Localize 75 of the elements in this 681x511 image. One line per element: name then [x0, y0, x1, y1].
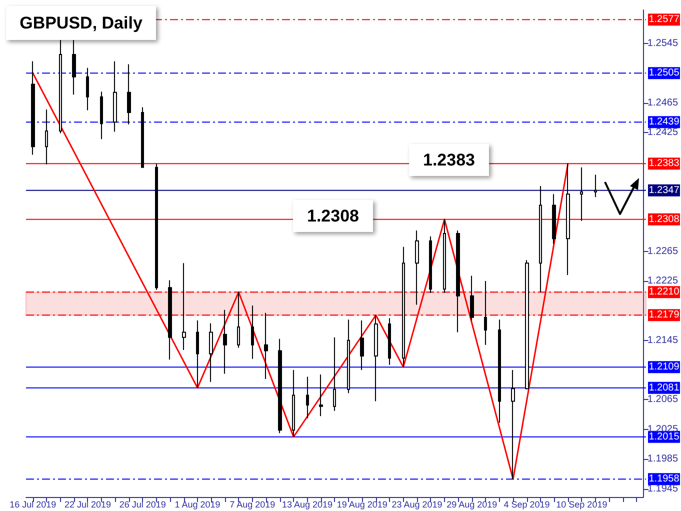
- candlestick: [470, 275, 474, 321]
- candlestick: [484, 280, 487, 346]
- candlestick: [511, 370, 515, 480]
- annotation: 1.2308: [307, 206, 359, 226]
- candlestick: [31, 60, 35, 156]
- candlestick: [264, 312, 268, 380]
- ref-line-label: 1.2383: [648, 158, 680, 170]
- candlestick: [347, 319, 350, 394]
- y-tick-label: 1.2465: [647, 97, 678, 108]
- candlestick: [251, 304, 254, 360]
- x-tick-label: 4 Sep 2019: [504, 500, 550, 510]
- candlestick: [360, 320, 364, 371]
- candlestick: [237, 292, 240, 348]
- y-tick-label: 1.2265: [647, 246, 678, 257]
- candlestick: [278, 338, 282, 434]
- candlestick: [539, 185, 542, 293]
- candlestick: [566, 163, 570, 276]
- candlestick: [594, 174, 597, 198]
- candlestick: [580, 166, 583, 222]
- y-tick-label: 1.1945: [647, 483, 678, 494]
- candlestick: [141, 106, 144, 168]
- candlestick: [127, 64, 131, 125]
- candlestick: [223, 309, 227, 374]
- x-tick-label: 16 Jul 2019: [10, 500, 56, 510]
- candlestick: [402, 246, 405, 368]
- ref-line-label: 1.2439: [648, 116, 680, 128]
- candlestick: [319, 374, 323, 417]
- x-tick-label: 26 Jul 2019: [119, 500, 166, 510]
- candlestick: [498, 319, 501, 424]
- annotation: 1.2383: [423, 150, 475, 170]
- ref-line-label: 1.2577: [648, 14, 680, 26]
- ref-line-label: 1.2179: [648, 310, 680, 321]
- candlestick: [443, 218, 446, 294]
- x-tick-label: 22 Jul 2019: [64, 500, 112, 510]
- candlestick: [552, 194, 556, 244]
- candlestick: [168, 280, 172, 360]
- candlestick: [333, 336, 336, 412]
- candlestick: [86, 67, 89, 111]
- x-tick-label: 29 Aug 2019: [446, 500, 498, 510]
- x-tick-label: 7 Aug 2019: [230, 500, 276, 510]
- x-tick-label: 10 Sep 2019: [556, 500, 608, 510]
- candlestick: [415, 230, 419, 306]
- y-tick-label: 1.2145: [647, 334, 678, 346]
- y-tick-label: 1.2225: [647, 275, 678, 286]
- y-tick-label: 1.2065: [647, 394, 678, 406]
- x-tick-label: 23 Aug 2019: [392, 500, 442, 510]
- chart-title: GBPUSD, Daily: [20, 14, 143, 32]
- candlestick: [388, 318, 391, 366]
- ref-line-label: 1.2505: [648, 68, 680, 79]
- ref-line-label: 1.2081: [648, 382, 680, 394]
- candlestick: [429, 236, 432, 294]
- y-tick-label: 1.2545: [647, 38, 678, 49]
- y-tick-label: 1.1985: [647, 454, 678, 465]
- ref-line-label: 1.2109: [648, 362, 680, 373]
- candlestick: [456, 230, 460, 333]
- candlestick: [292, 370, 295, 438]
- candlestick: [209, 322, 213, 382]
- y-tick-label: 1.2425: [647, 126, 678, 138]
- candlestick: [113, 60, 117, 132]
- candlestick: [72, 39, 76, 96]
- candlestick: [525, 260, 529, 390]
- x-tick-label: 1 Aug 2019: [174, 500, 220, 510]
- candlestick: [155, 163, 158, 290]
- x-tick-label: 19 Aug 2019: [336, 500, 388, 510]
- x-tick-label: 13 Aug 2019: [282, 500, 333, 510]
- ref-line-label: 1.2347: [648, 184, 680, 196]
- candlestick: [100, 91, 103, 140]
- ref-line-label: 1.1958: [648, 474, 680, 485]
- candlestick: [196, 320, 199, 388]
- candlestick: [182, 262, 186, 351]
- candlestick: [374, 314, 378, 402]
- candlestick: [45, 108, 48, 165]
- ref-line-label: 1.2308: [648, 214, 680, 225]
- candlestick: [306, 376, 309, 419]
- ref-line-label: 1.2210: [648, 286, 680, 298]
